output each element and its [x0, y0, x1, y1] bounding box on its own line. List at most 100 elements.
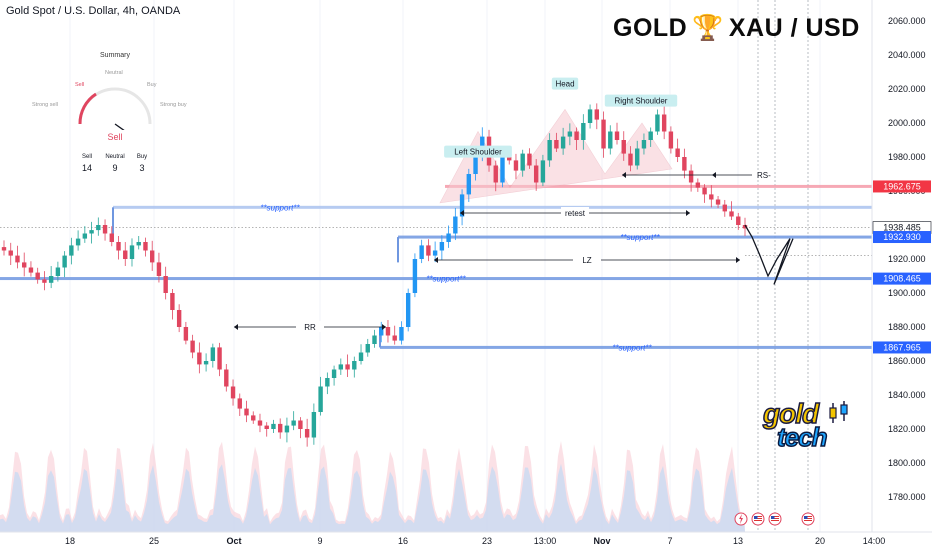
- candle-body: [426, 245, 431, 256]
- candle-body: [183, 327, 189, 341]
- support-zone-3: [0, 277, 872, 281]
- x-tick-label: 9: [317, 536, 322, 546]
- candle-body: [230, 386, 236, 399]
- projection-path: [744, 224, 794, 285]
- candle-body: [379, 327, 384, 336]
- candle-body: [358, 352, 364, 361]
- title-pair: XAU / USD: [728, 14, 860, 42]
- flag-stripe: [754, 518, 762, 519]
- candle-body: [35, 272, 40, 280]
- x-tick-label: 7: [667, 536, 672, 546]
- support-label: **support**: [620, 233, 660, 242]
- us-flag-icon[interactable]: [751, 512, 765, 526]
- candle-body: [277, 423, 283, 433]
- x-tick-label: 20: [815, 536, 825, 546]
- arrow-head: [686, 210, 690, 216]
- candle-body: [331, 369, 337, 378]
- candle-body: [621, 140, 626, 154]
- candle-body: [284, 425, 290, 433]
- arrow-head: [622, 172, 626, 178]
- flag-stripe: [754, 520, 762, 521]
- price-label: 1908.465: [883, 274, 921, 284]
- candle-body: [8, 250, 13, 256]
- candle-body: [102, 225, 108, 234]
- candle-body: [244, 408, 249, 416]
- candle-body: [399, 327, 404, 341]
- candle-body: [574, 131, 579, 140]
- arrow-head: [712, 172, 716, 178]
- candle-body: [648, 131, 653, 140]
- flag-stripe: [771, 516, 779, 517]
- summary-result: Sell: [107, 132, 123, 142]
- count-neutral: Neutral 9: [100, 154, 130, 173]
- count-neutral-label: Neutral: [105, 154, 125, 160]
- goldtech-logo: gold tech: [762, 397, 853, 458]
- candle-body: [372, 335, 377, 344]
- candle-body: [325, 378, 330, 387]
- candle-body: [702, 187, 707, 195]
- candle-body: [547, 140, 552, 161]
- economic-events-row[interactable]: [734, 512, 815, 526]
- technical-summary-widget: Summary Strong sell Sell Neutral Buy Str…: [20, 48, 210, 183]
- candle-body: [742, 225, 748, 229]
- candle-body: [338, 364, 344, 370]
- y-tick-label: 1880.000: [888, 322, 926, 332]
- candle-body: [109, 233, 114, 242]
- candle-body: [385, 327, 391, 336]
- candle-body: [345, 364, 350, 370]
- summary-title: Summary: [100, 52, 130, 59]
- candle-body: [688, 170, 694, 183]
- x-tick-label: 25: [149, 536, 159, 546]
- candle-body: [257, 420, 263, 426]
- lightning-event-icon[interactable]: [734, 512, 748, 526]
- candle-body: [237, 398, 242, 409]
- price-axis[interactable]: 2060.000 2040.000 2020.000 2000.000 1980.000…: [871, 0, 932, 532]
- rs-label: RS-: [757, 171, 771, 180]
- count-sell: Sell 14: [72, 154, 102, 173]
- pattern-label-bg: [604, 94, 678, 107]
- y-tick-label: 1800.000: [888, 458, 926, 468]
- time-axis[interactable]: 18 25 Oct 9 16 23 13:00 Nov 7 13 20 14:00: [0, 531, 932, 546]
- y-tick-label: 1920.000: [888, 254, 926, 264]
- candle-body: [453, 216, 458, 234]
- candle-body: [682, 157, 687, 171]
- flag-stripe: [804, 520, 812, 521]
- candle-body: [190, 340, 195, 353]
- zones-layer: **support** **support** **support** **suppo…: [0, 108, 872, 352]
- candles-layer: [1, 103, 748, 447]
- trophy-icon: 🏆: [692, 14, 724, 42]
- gauge-label-buy: Buy: [147, 82, 157, 88]
- flag-canton: [771, 516, 775, 519]
- arrow-head: [434, 257, 438, 263]
- flag-stripe: [754, 516, 762, 517]
- logo-word-gold: gold: [762, 397, 820, 430]
- candle-body: [675, 148, 680, 157]
- gauge-sell-arc: [78, 92, 97, 125]
- resistance-zone: [445, 184, 872, 188]
- candle-body: [695, 182, 701, 188]
- range-lz-label: LZ: [582, 256, 591, 265]
- count-neutral-value: 9: [112, 163, 118, 173]
- us-flag-icon[interactable]: [768, 512, 782, 526]
- y-tick-label: 1780.000: [888, 492, 926, 502]
- candle-body: [405, 293, 411, 327]
- candle-body: [82, 233, 88, 239]
- arrow-head: [234, 324, 238, 330]
- arrow-head: [736, 257, 740, 263]
- candle-body: [520, 153, 525, 171]
- candle-body: [554, 140, 559, 149]
- candle-body: [224, 369, 229, 387]
- candle-body: [217, 347, 222, 370]
- candle-body: [96, 225, 101, 231]
- candle-body: [466, 174, 472, 195]
- candle-body: [628, 153, 633, 166]
- candle-body: [635, 148, 640, 166]
- candle-body: [136, 242, 141, 246]
- us-flag-icon[interactable]: [801, 512, 815, 526]
- candle-body: [493, 165, 498, 183]
- y-tick-label: 2060.000: [888, 16, 926, 26]
- count-buy-value: 3: [139, 163, 145, 173]
- candle-body: [729, 211, 734, 217]
- x-tick-label: 14:00: [863, 536, 886, 546]
